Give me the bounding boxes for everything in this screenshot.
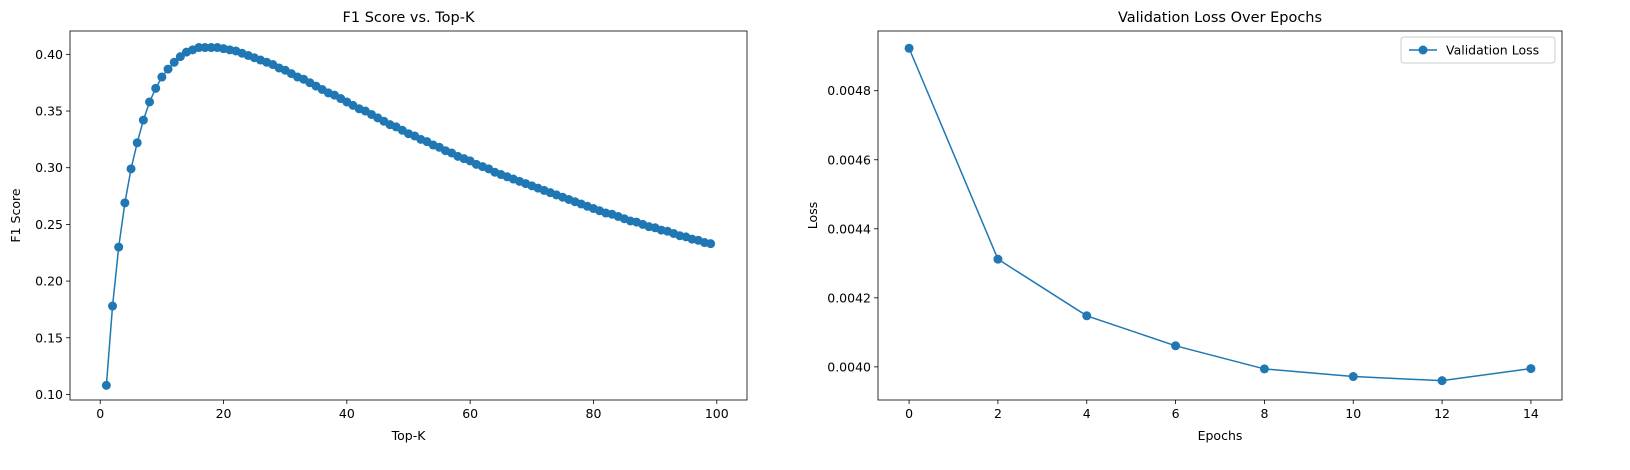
- legend-label: Validation Loss: [1446, 43, 1539, 58]
- x-tick-label: 12: [1434, 406, 1450, 421]
- data-point: [1526, 364, 1536, 374]
- y-tick-label: 0.25: [35, 217, 63, 232]
- data-point: [126, 164, 136, 174]
- y-tick-label: 0.15: [35, 330, 63, 345]
- x-tick-label: 0: [905, 406, 913, 421]
- data-point: [101, 380, 111, 390]
- data-point: [1171, 341, 1181, 351]
- data-point: [1348, 372, 1358, 382]
- x-tick-label: 80: [586, 406, 602, 421]
- y-tick-label: 0.0040: [827, 359, 871, 374]
- data-point: [993, 254, 1003, 264]
- chart-validation-loss: Validation Loss Over Epochs 0 2 4 6 8 10 12 14 …: [805, 10, 1563, 443]
- data-point: [151, 83, 161, 93]
- data-point: [904, 43, 914, 53]
- data-point: [157, 72, 167, 82]
- data-point: [132, 138, 142, 148]
- x-tick-label: 10: [1345, 406, 1361, 421]
- x-tick-label: 60: [462, 406, 478, 421]
- data-point: [200, 43, 210, 53]
- chart-title: F1 Score vs. Top-K: [343, 10, 475, 26]
- legend-marker-swatch: [1418, 45, 1428, 55]
- y-axis-label: F1 Score: [8, 188, 23, 242]
- data-point: [163, 64, 173, 74]
- plot-frame: [877, 30, 1563, 401]
- data-point: [194, 43, 204, 53]
- x-tick-label: 8: [1260, 406, 1268, 421]
- x-tick-label: 6: [1172, 406, 1180, 421]
- data-point: [175, 52, 185, 62]
- y-tick-label: 0.10: [35, 387, 63, 402]
- y-tick-label: 0.0042: [827, 290, 871, 305]
- y-tick-label: 0.0048: [827, 83, 871, 98]
- x-axis-label: Top-K: [391, 428, 427, 443]
- data-point: [1437, 376, 1447, 386]
- y-tick-label: 0.40: [35, 47, 63, 62]
- x-axis-label: Epochs: [1198, 428, 1243, 443]
- y-tick-label: 0.0046: [827, 152, 871, 167]
- y-tick-label: 0.20: [35, 274, 63, 289]
- y-tick-label: 0.0044: [827, 221, 871, 236]
- x-tick-label: 2: [994, 406, 1002, 421]
- data-point: [1259, 364, 1269, 374]
- series-line: [908, 47, 1532, 382]
- data-point: [169, 57, 179, 67]
- chart-f1-vs-topk: F1 Score vs. Top-K 0 20 40 60 80 100 0.10 0.15…: [8, 10, 748, 443]
- data-point: [114, 242, 124, 252]
- chart-title: Validation Loss Over Epochs: [1118, 10, 1322, 26]
- plot-area: [70, 31, 747, 400]
- x-tick-label: 40: [339, 406, 355, 421]
- y-tick-label: 0.35: [35, 104, 63, 119]
- x-tick-label: 14: [1523, 406, 1539, 421]
- plot-frame: [69, 30, 748, 401]
- legend: Validation Loss: [1400, 36, 1556, 64]
- x-tick-label: 4: [1083, 406, 1091, 421]
- x-tick-label: 100: [705, 406, 729, 421]
- data-point: [1082, 311, 1092, 321]
- x-tick-label: 20: [216, 406, 232, 421]
- x-tick-label: 0: [96, 406, 104, 421]
- data-point: [145, 97, 155, 107]
- data-point: [138, 115, 148, 125]
- data-point: [120, 198, 130, 208]
- y-axis-label: Loss: [805, 202, 820, 229]
- data-point: [706, 239, 716, 249]
- y-tick-label: 0.30: [35, 160, 63, 175]
- legend-box: [1400, 36, 1556, 64]
- data-point: [108, 301, 118, 311]
- plot-area: [878, 31, 1562, 400]
- data-point: [206, 43, 216, 53]
